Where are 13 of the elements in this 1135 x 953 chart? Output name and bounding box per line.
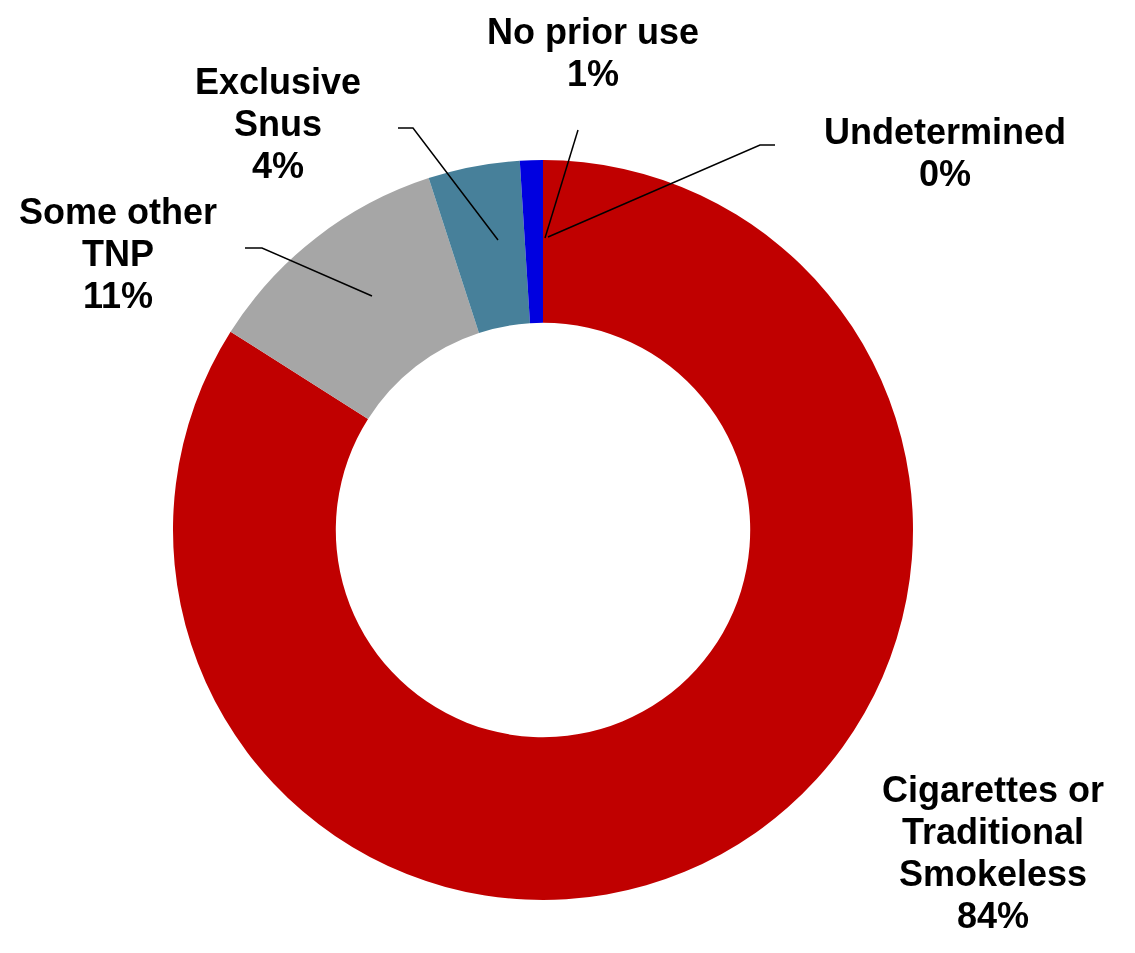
- data-label: 11%: [82, 275, 154, 316]
- data-label: 4%: [251, 145, 305, 186]
- donut-slice: [519, 160, 543, 324]
- data-label: 84%: [956, 895, 1030, 936]
- slice-label: Exclusive Snus: [194, 61, 362, 144]
- slice-label: Some other TNP: [18, 191, 218, 274]
- category-label: Undetermined: [823, 111, 1067, 152]
- slice-label: Cigarettes or Traditional Smokeless: [881, 769, 1105, 894]
- data-label: 1%: [566, 53, 620, 94]
- text: 0%: [918, 153, 972, 194]
- slice-label: No prior use: [486, 11, 700, 52]
- donut-slice: [230, 178, 479, 419]
- donut-slice: [428, 160, 530, 333]
